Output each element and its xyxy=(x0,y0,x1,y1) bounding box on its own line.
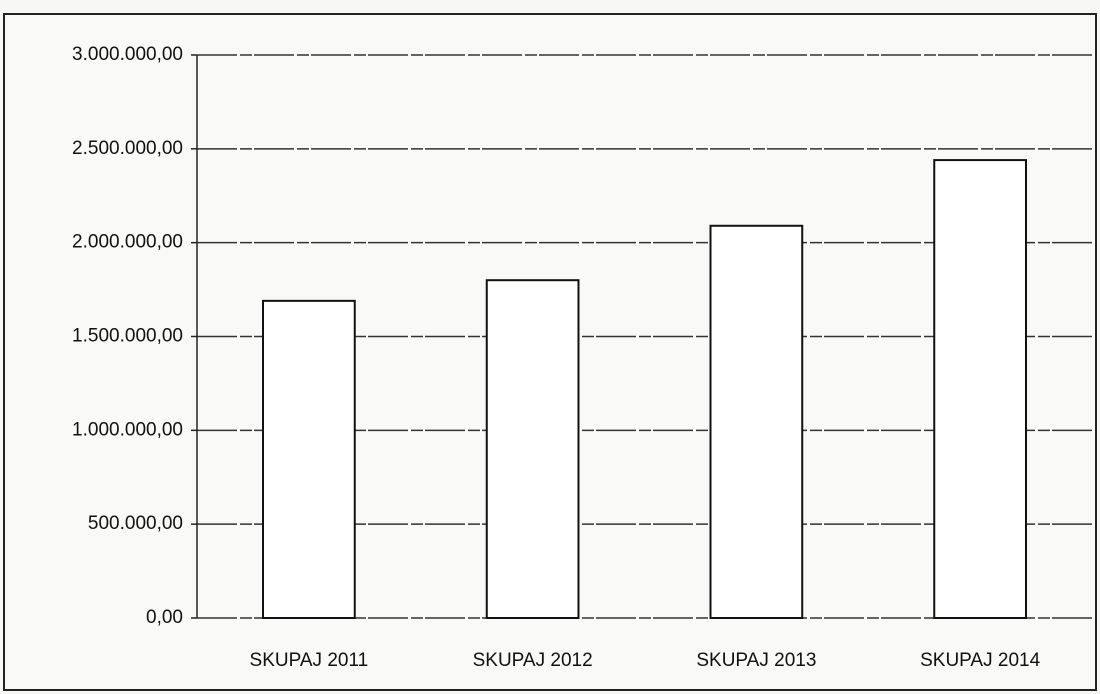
x-tick-label: SKUPAJ 2012 xyxy=(473,650,593,671)
x-tick-label: SKUPAJ 2013 xyxy=(696,650,816,671)
bar xyxy=(262,299,356,619)
x-tick-label: SKUPAJ 2011 xyxy=(250,650,369,671)
y-tick-label: 2.000.000,00 xyxy=(72,232,183,253)
x-tick-label: SKUPAJ 2014 xyxy=(920,650,1040,671)
y-tick-label: 0,00 xyxy=(146,607,183,628)
bar xyxy=(485,279,580,619)
bar xyxy=(709,224,804,619)
y-tick-label: 1.000.000,00 xyxy=(72,419,183,440)
y-tick-label: 3.000.000,00 xyxy=(72,44,183,65)
y-tick-label: 500.000,00 xyxy=(88,513,183,534)
bar xyxy=(933,159,1027,620)
y-tick-label: 1.500.000,00 xyxy=(72,326,183,347)
y-tick-label: 2.500.000,00 xyxy=(72,138,183,159)
